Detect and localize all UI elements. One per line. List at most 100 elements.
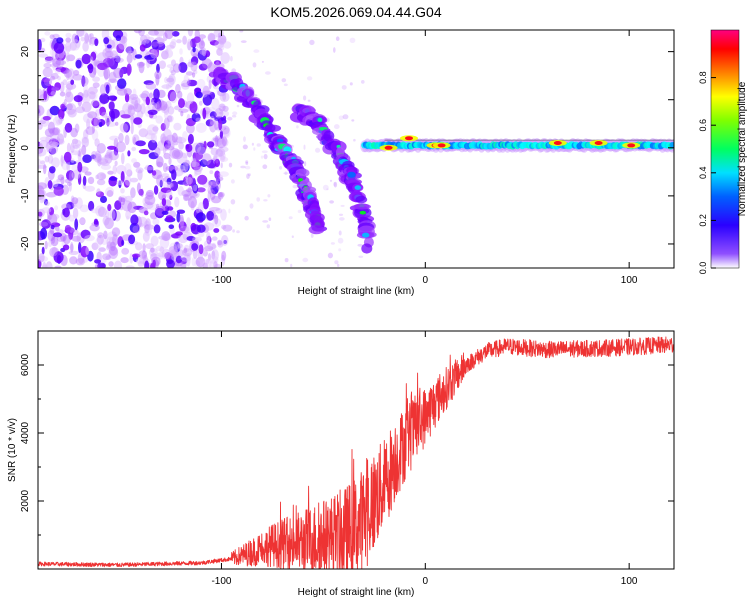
noise-speckle [85,126,95,135]
noise-speckle [51,87,60,92]
noise-speckle [178,221,187,232]
colorbar-tick-label: 0.8 [698,71,708,84]
noise-speckle [186,217,191,228]
noise-speckle [192,157,196,165]
spectrogram-ytick-label: 10 [20,94,31,106]
noise-speckle [207,253,212,261]
noise-speckle [103,67,111,80]
noise-speckle [112,164,117,175]
main-arc-blob [295,168,310,178]
second-arc-blob [347,171,356,178]
noise-speckle [358,255,364,258]
noise-speckle [290,263,293,268]
noise-speckle [115,121,119,126]
noise-speckle [138,128,149,138]
noise-speckle [203,245,214,252]
noise-speckle [211,250,216,260]
noise-speckle [195,117,202,123]
noise-speckle [136,61,145,69]
noise-speckle [176,39,182,44]
noise-speckle [114,260,122,268]
noise-speckle [44,57,54,63]
noise-speckle [41,78,51,83]
noise-speckle [38,189,45,200]
second-arc-blob [362,232,370,238]
noise-speckle [335,36,340,41]
noise-speckle [96,188,101,196]
noise-speckle [150,247,155,253]
noise-speckle [85,246,90,256]
noise-speckle [97,155,102,167]
noise-speckle [54,265,62,268]
noise-speckle [81,135,89,144]
noise-speckle [333,182,336,187]
noise-speckle [38,140,49,149]
noise-speckle [95,205,105,217]
noise-speckle [152,218,160,226]
noise-speckle [132,88,137,99]
noise-speckle [296,125,299,129]
noise-speckle [118,132,124,143]
noise-speckle [81,136,90,148]
noise-speckle [83,89,89,98]
noise-speckle [53,41,65,54]
noise-speckle [76,30,85,37]
noise-speckle [265,71,271,75]
noise-speckle [106,149,112,157]
noise-speckle [211,242,216,249]
noise-speckle [131,96,141,106]
noise-speckle [105,84,110,94]
noise-speckle [93,218,99,226]
noise-speckle [57,174,65,181]
colorbar-tick-label: 0.0 [698,262,708,275]
noise-speckle [213,154,218,161]
noise-speckle [334,124,340,130]
noise-speckle [174,136,183,144]
noise-speckle [121,239,125,246]
noise-speckle [167,206,174,211]
noise-speckle [53,186,64,196]
noise-speckle [215,176,224,182]
noise-speckle [208,207,220,212]
noise-speckle [135,140,146,147]
noise-speckle [65,87,72,98]
noise-speckle [193,166,203,172]
noise-speckle [99,106,106,117]
noise-speckle [357,243,363,247]
noise-speckle [90,51,97,61]
noise-speckle [92,100,100,109]
noise-speckle [115,57,124,63]
noise-speckle [156,161,163,167]
noise-speckle [65,40,72,53]
noise-speckle [209,40,219,46]
noise-speckle [156,63,160,73]
noise-speckle [183,74,189,86]
noise-speckle [106,117,110,127]
noise-speckle [239,30,244,33]
noise-speckle [77,150,82,162]
noise-speckle [303,95,307,101]
noise-speckle [59,81,65,93]
noise-speckle [141,250,147,261]
noise-speckle [245,161,249,165]
noise-speckle [170,142,175,149]
noise-speckle [48,207,55,216]
noise-speckle [133,30,142,34]
noise-speckle [206,159,217,169]
noise-speckle [67,181,72,187]
hot-spot-core [627,143,636,148]
noise-speckle [39,136,51,142]
noise-speckle [206,235,212,245]
noise-speckle [190,200,195,211]
noise-speckle [156,203,160,209]
noise-speckle [87,63,94,74]
noise-speckle [77,173,82,185]
noise-speckle [60,176,65,185]
noise-speckle [215,207,223,214]
noise-speckle [147,129,153,136]
noise-speckle [102,48,112,59]
noise-speckle [110,50,118,59]
noise-speckle [43,62,52,69]
noise-speckle [38,164,48,169]
noise-speckle [145,243,154,250]
